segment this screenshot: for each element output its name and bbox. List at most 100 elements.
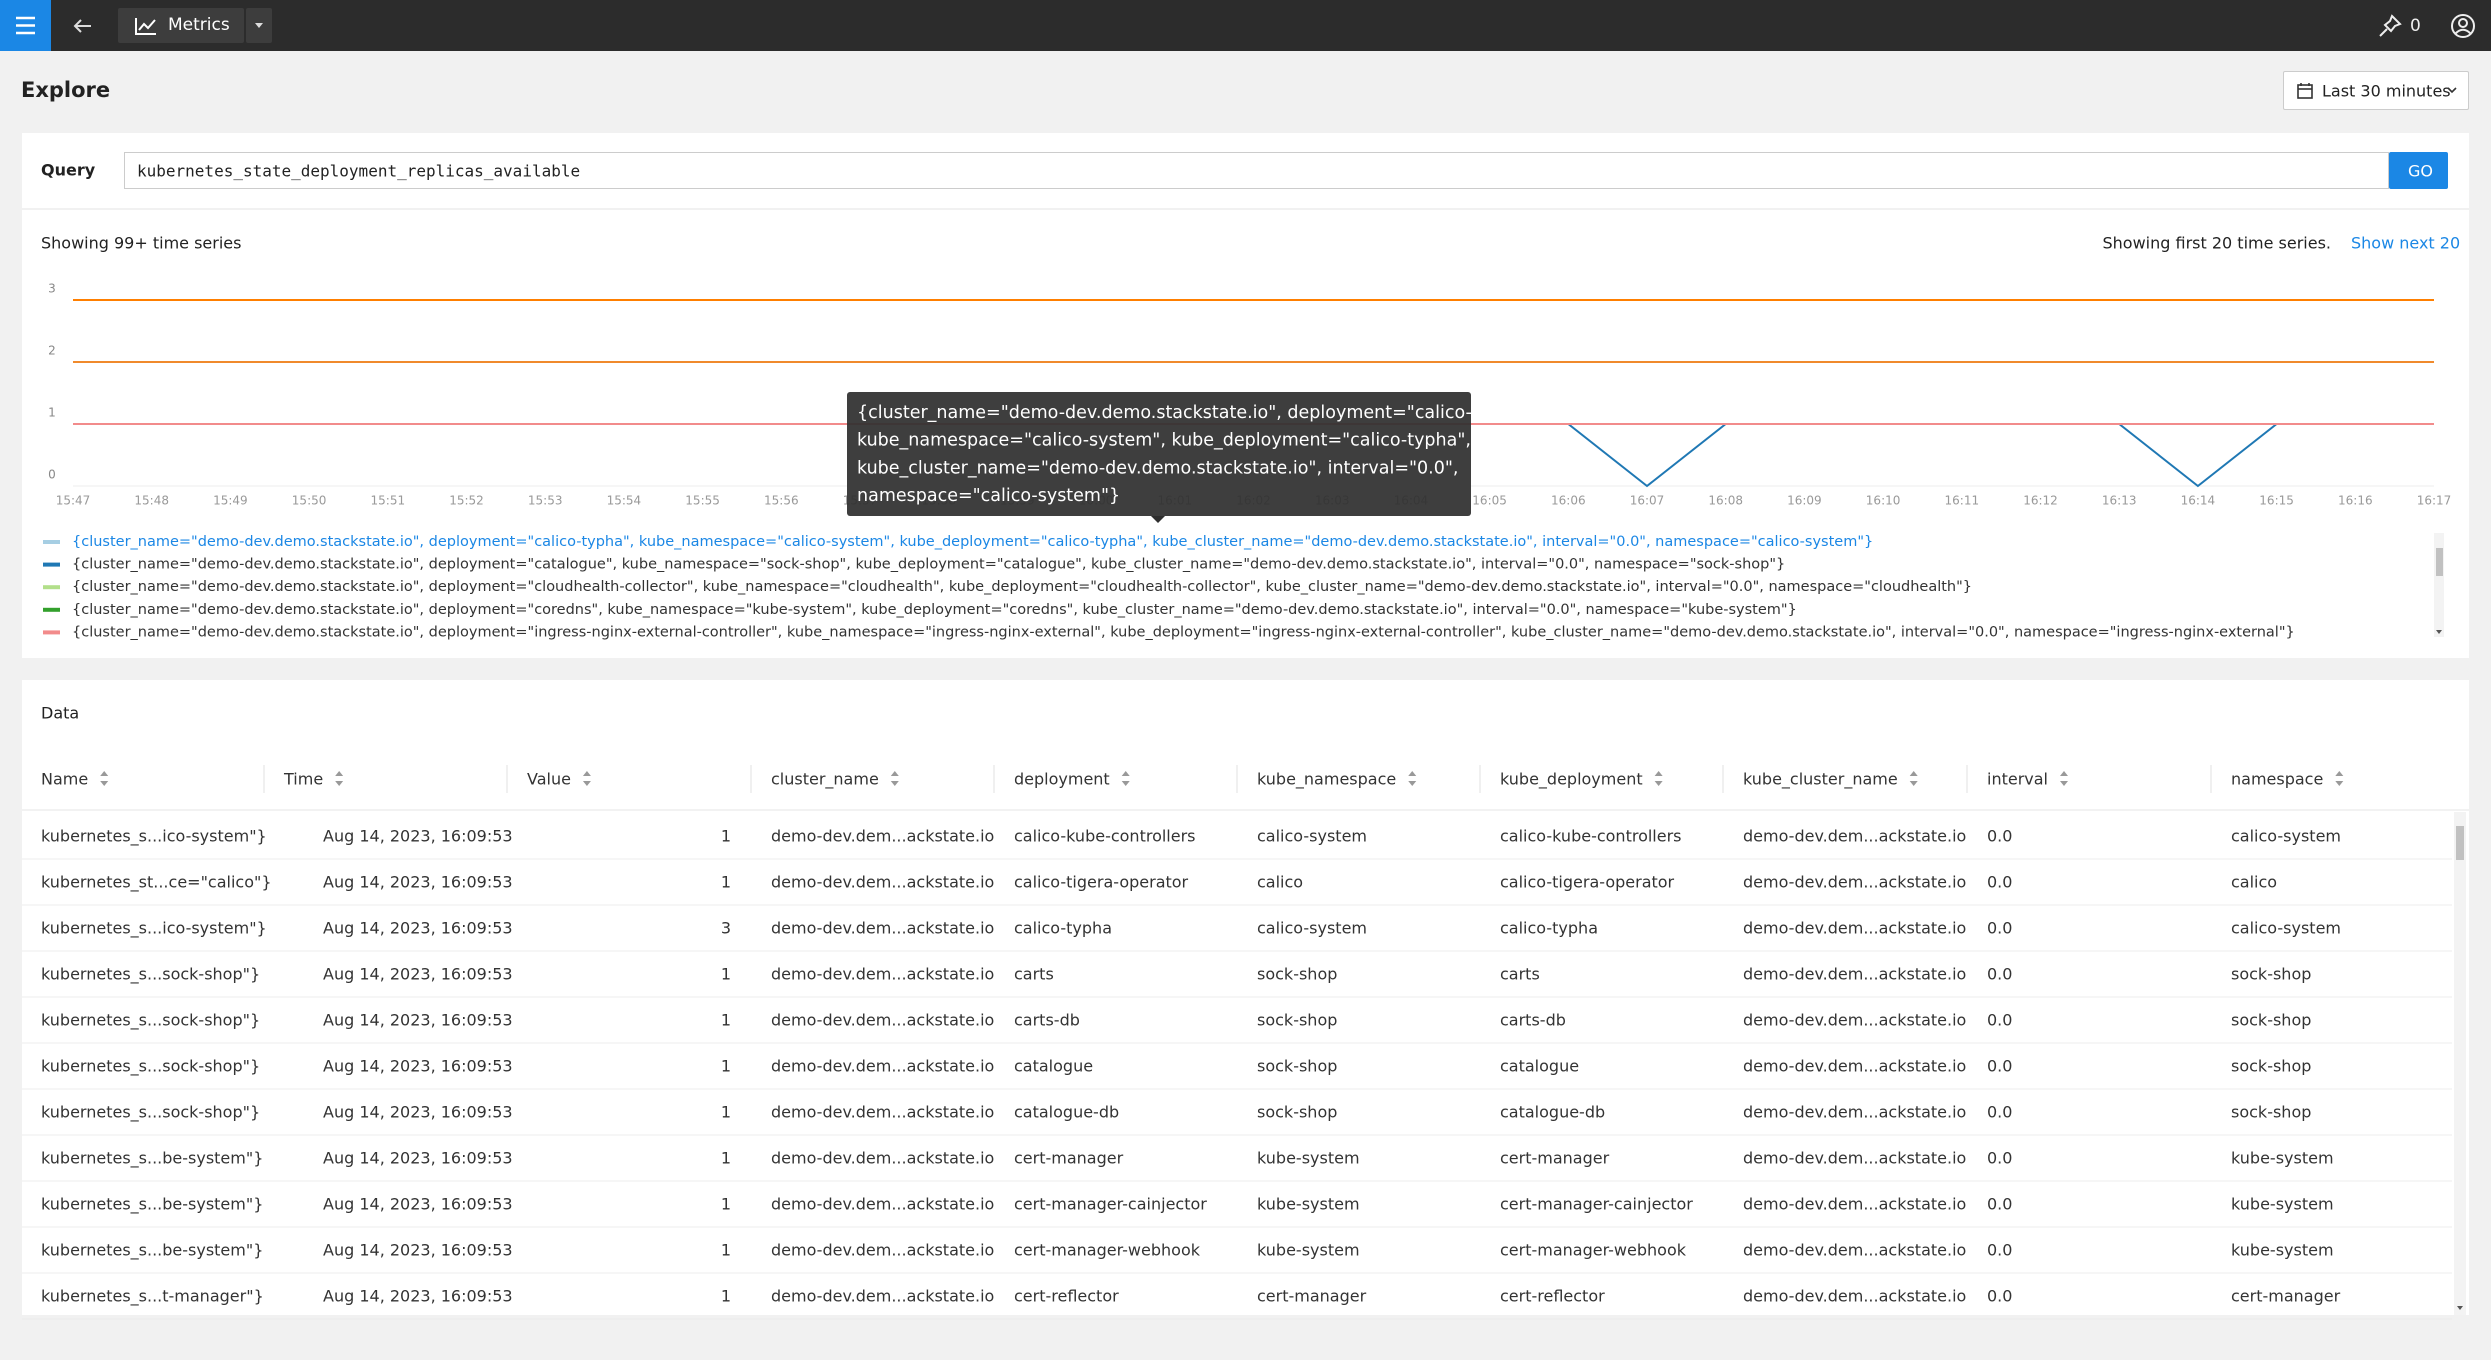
y-tick-label: 0 bbox=[48, 468, 56, 482]
table-cell: demo-dev.dem...ackstate.io bbox=[1743, 1194, 1967, 1214]
table-cell: cert-manager-cainjector bbox=[1500, 1194, 1693, 1214]
legend-label[interactable]: {cluster_name="demo-dev.demo.stackstate.… bbox=[72, 624, 2295, 640]
query-input[interactable]: kubernetes_state_deployment_replicas_ava… bbox=[124, 152, 2389, 189]
table-cell: sock-shop bbox=[2231, 1010, 2312, 1030]
table-cell: kubernetes_s...ico-system"} bbox=[41, 826, 267, 846]
x-tick-label: 15:54 bbox=[607, 494, 642, 508]
legend-swatch bbox=[43, 630, 60, 635]
table-cell: demo-dev.dem...ackstate.io bbox=[771, 918, 995, 938]
table-scroll-thumb bbox=[2456, 826, 2464, 860]
sort-up bbox=[2060, 771, 2068, 776]
table-cell: kubernetes_s...sock-shop"} bbox=[41, 1102, 261, 1122]
table-cell: demo-dev.dem...ackstate.io bbox=[1743, 964, 1967, 984]
table-cell: catalogue-db bbox=[1014, 1102, 1120, 1122]
table-cell: cert-reflector bbox=[1014, 1286, 1119, 1306]
sort-up bbox=[335, 771, 344, 776]
sort-down bbox=[335, 781, 344, 786]
column-header[interactable]: Time bbox=[284, 769, 324, 789]
legend-swatch bbox=[43, 585, 60, 590]
query-text: kubernetes_state_deployment_replicas_ava… bbox=[137, 161, 581, 181]
menu-icon bbox=[16, 16, 35, 35]
tooltip-line: kube_cluster_name="demo-dev.demo.stackst… bbox=[857, 458, 1458, 478]
table-cell: carts-db bbox=[1014, 1010, 1080, 1030]
table-cell: demo-dev.dem...ackstate.io bbox=[771, 872, 995, 892]
x-tick-label: 16:09 bbox=[1787, 494, 1822, 508]
table-cell: demo-dev.dem...ackstate.io bbox=[771, 1102, 995, 1122]
show-next-link[interactable]: Show next 20 bbox=[2351, 233, 2461, 253]
table-cell: 0.0 bbox=[1987, 1286, 2013, 1306]
table-cell: kubernetes_st...ce="calico"} bbox=[41, 872, 272, 892]
column-header[interactable]: kube_namespace bbox=[1257, 769, 1397, 789]
table-cell: calico-typha bbox=[1014, 918, 1112, 938]
table-cell: sock-shop bbox=[1257, 964, 1338, 984]
table-cell: calico-kube-controllers bbox=[1500, 826, 1682, 846]
calendar-icon bbox=[2297, 83, 2313, 99]
column-header[interactable]: kube_deployment bbox=[1500, 769, 1643, 789]
x-tick-label: 16:06 bbox=[1551, 494, 1586, 508]
table-cell: 1 bbox=[720, 964, 731, 984]
table-cell: demo-dev.dem...ackstate.io bbox=[771, 826, 995, 846]
column-header[interactable]: Value bbox=[527, 769, 571, 789]
legend-label[interactable]: {cluster_name="demo-dev.demo.stackstate.… bbox=[72, 579, 1972, 595]
x-tick-label: 15:56 bbox=[764, 494, 799, 508]
table-cell: kube-system bbox=[1257, 1240, 1360, 1260]
column-header[interactable]: deployment bbox=[1014, 769, 1110, 789]
view-dropdown[interactable] bbox=[246, 8, 272, 43]
table-cell: 0.0 bbox=[1987, 1010, 2013, 1030]
table-cell: demo-dev.dem...ackstate.io bbox=[1743, 826, 1967, 846]
table-cell: kube-system bbox=[1257, 1148, 1360, 1168]
table-cell: calico-tigera-operator bbox=[1014, 872, 1189, 892]
metrics-label: Metrics bbox=[168, 15, 230, 35]
table-cell: demo-dev.dem...ackstate.io bbox=[1743, 1010, 1967, 1030]
pin-icon[interactable] bbox=[2376, 12, 2404, 40]
table-cell: 1 bbox=[720, 1148, 731, 1168]
table-cell: Aug 14, 2023, 16:09:53 bbox=[323, 1240, 513, 1260]
table-cell: calico-tigera-operator bbox=[1500, 872, 1675, 892]
x-tick-label: 16:07 bbox=[1630, 494, 1665, 508]
table-cell: kube-system bbox=[2231, 1148, 2334, 1168]
table-cell: 1 bbox=[720, 1286, 731, 1306]
sort-up bbox=[1408, 771, 1417, 776]
chart-icon bbox=[135, 18, 156, 35]
table-cell: 1 bbox=[720, 1194, 731, 1214]
legend-swatch bbox=[43, 540, 60, 544]
table-cell: kubernetes_s...be-system"} bbox=[41, 1194, 264, 1214]
x-tick-label: 16:08 bbox=[1708, 494, 1743, 508]
y-tick-label: 3 bbox=[48, 282, 56, 296]
metrics-button[interactable]: Metrics bbox=[118, 8, 244, 43]
go-button[interactable]: GO bbox=[2389, 152, 2448, 189]
legend-label[interactable]: {cluster_name="demo-dev.demo.stackstate.… bbox=[72, 557, 1785, 573]
table-cell: carts bbox=[1500, 964, 1540, 984]
table-cell: Aug 14, 2023, 16:09:53 bbox=[323, 1010, 513, 1030]
table-cell: kubernetes_s...sock-shop"} bbox=[41, 1056, 261, 1076]
table-cell: 0.0 bbox=[1987, 826, 2013, 846]
column-header[interactable]: kube_cluster_name bbox=[1743, 769, 1898, 789]
column-header[interactable]: cluster_name bbox=[771, 769, 879, 789]
menu-button[interactable] bbox=[0, 0, 51, 51]
sort-down bbox=[100, 781, 109, 786]
go-label: GO bbox=[2408, 161, 2433, 181]
back-button[interactable] bbox=[70, 13, 96, 39]
table-cell: cert-manager-webhook bbox=[1014, 1240, 1200, 1260]
table-cell: calico-kube-controllers bbox=[1014, 826, 1196, 846]
column-header[interactable]: Name bbox=[41, 769, 89, 789]
tooltip-line: kube_namespace="calico-system", kube_dep… bbox=[857, 431, 1471, 451]
table-cell: calico-system bbox=[2231, 918, 2341, 938]
top-bar: Metrics 0 bbox=[0, 0, 2491, 51]
user-icon[interactable] bbox=[2450, 13, 2476, 39]
sort-up bbox=[100, 771, 109, 776]
legend-label[interactable]: {cluster_name="demo-dev.demo.stackstate.… bbox=[72, 534, 1873, 550]
table-cell: Aug 14, 2023, 16:09:53 bbox=[323, 1056, 513, 1076]
table-cell: catalogue bbox=[1014, 1056, 1094, 1076]
column-header[interactable]: interval bbox=[1987, 769, 2048, 789]
table-cell: demo-dev.dem...ackstate.io bbox=[771, 1240, 995, 1260]
table-cell: cert-manager-webhook bbox=[1500, 1240, 1686, 1260]
table-cell: 0.0 bbox=[1987, 918, 2013, 938]
legend-label[interactable]: {cluster_name="demo-dev.demo.stackstate.… bbox=[72, 602, 1797, 618]
column-header[interactable]: namespace bbox=[2231, 769, 2324, 789]
x-tick-label: 15:49 bbox=[213, 494, 248, 508]
time-range-button[interactable]: Last 30 minutes bbox=[2283, 71, 2469, 110]
table-cell: 0.0 bbox=[1987, 1102, 2013, 1122]
chevron-icon bbox=[2447, 87, 2457, 94]
